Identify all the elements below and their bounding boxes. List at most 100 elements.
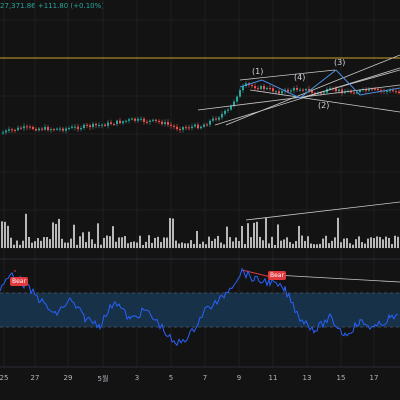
candle-body: [389, 90, 391, 92]
volume-bar: [106, 235, 108, 248]
candle-body: [305, 88, 307, 91]
volume-bar: [343, 238, 345, 248]
x-axis-tick: 17: [369, 374, 379, 382]
volume-bar: [376, 236, 378, 248]
volume-trendline[interactable]: [245, 201, 400, 221]
volume-bar: [340, 242, 342, 248]
wave-label-3: (3): [334, 58, 346, 67]
candle-body: [113, 123, 115, 125]
volume-bar: [361, 242, 363, 248]
candle-body: [44, 126, 46, 130]
volume-bar: [100, 244, 102, 248]
x-axis-tick: 9: [236, 374, 242, 382]
volume-bar: [121, 237, 123, 248]
volume-bar: [109, 236, 111, 248]
volume-bar: [79, 236, 81, 248]
volume-bar: [169, 218, 171, 248]
volume-bar: [382, 239, 384, 248]
bear-signal-tag[interactable]: Bear: [10, 277, 28, 286]
candle-body: [158, 120, 160, 122]
candle-body: [359, 90, 361, 93]
candle-body: [11, 129, 13, 131]
volume-bar: [211, 240, 213, 248]
wave-label-4: (4): [294, 73, 306, 82]
volume-bar: [271, 236, 273, 248]
volume-bars-group: [1, 213, 399, 248]
volume-bar: [145, 241, 147, 248]
candle-body: [101, 124, 103, 126]
candle-body: [95, 123, 97, 126]
volume-bar: [157, 236, 159, 248]
volume-bar: [229, 237, 231, 248]
candle-body: [368, 88, 370, 91]
trendline-2[interactable]: [214, 67, 400, 126]
candle-body: [50, 129, 52, 131]
candle-body: [338, 89, 340, 92]
volume-bar: [160, 242, 162, 248]
candle-body: [353, 92, 355, 94]
volume-bar: [163, 237, 165, 248]
volume-bar: [73, 224, 75, 248]
volume-bar: [217, 235, 219, 248]
volume-bar: [286, 237, 288, 248]
candle-body: [8, 129, 10, 131]
candle-body: [293, 87, 295, 91]
volume-bar: [337, 217, 339, 248]
volume-bar: [346, 238, 348, 248]
volume-bar: [238, 241, 240, 248]
trendline-3[interactable]: [239, 69, 336, 81]
candle-body: [221, 113, 223, 118]
candle-body: [236, 96, 238, 102]
rsi-trendline[interactable]: [274, 274, 400, 283]
candles-group: [2, 81, 400, 135]
candle-body: [392, 90, 394, 92]
price-change-legend: 27,371.86 +111.80 (+0.10%): [0, 2, 104, 10]
candle-body: [2, 132, 4, 134]
volume-bar: [4, 221, 6, 248]
elliott-wave-path[interactable]: [239, 69, 400, 99]
candle-body: [128, 119, 130, 121]
candle-body: [140, 118, 142, 120]
volume-bar: [355, 239, 357, 248]
trendline-4[interactable]: [249, 89, 400, 113]
volume-bar: [118, 237, 120, 248]
candle-body: [341, 89, 343, 94]
volume-bar: [16, 240, 18, 248]
volume-bar: [331, 240, 333, 248]
x-axis-tick: 27: [30, 374, 40, 382]
candle-body: [86, 124, 88, 126]
volume-bar: [25, 213, 27, 248]
bear-signal-tag[interactable]: Bear: [268, 271, 286, 280]
volume-bar: [304, 240, 306, 248]
x-axis-tick: 11: [268, 374, 278, 382]
candle-body: [233, 101, 235, 106]
candle-body: [299, 89, 301, 91]
volume-bar: [292, 243, 294, 248]
candle-body: [398, 91, 400, 93]
candle-body: [206, 124, 208, 126]
volume-bar: [7, 225, 9, 248]
candle-body: [161, 121, 163, 125]
candle-body: [68, 128, 70, 130]
candle-body: [32, 126, 34, 129]
volume-bar: [178, 243, 180, 248]
volume-bar: [301, 235, 303, 248]
candle-body: [209, 120, 211, 125]
trendline-channel-lower[interactable]: [225, 54, 400, 126]
wave-label-1: (1): [252, 67, 264, 76]
volume-bar: [274, 244, 276, 248]
volume-bar: [19, 244, 21, 248]
candle-body: [380, 90, 382, 92]
candle-body: [263, 86, 265, 90]
candle-body: [335, 88, 337, 92]
volume-bar: [112, 226, 114, 248]
volume-bar: [265, 217, 267, 248]
candle-body: [38, 128, 40, 131]
volume-bar: [52, 222, 54, 248]
candle-body: [164, 122, 166, 125]
volume-bar: [244, 244, 246, 248]
candle-body: [257, 88, 259, 90]
volume-bar: [85, 242, 87, 248]
